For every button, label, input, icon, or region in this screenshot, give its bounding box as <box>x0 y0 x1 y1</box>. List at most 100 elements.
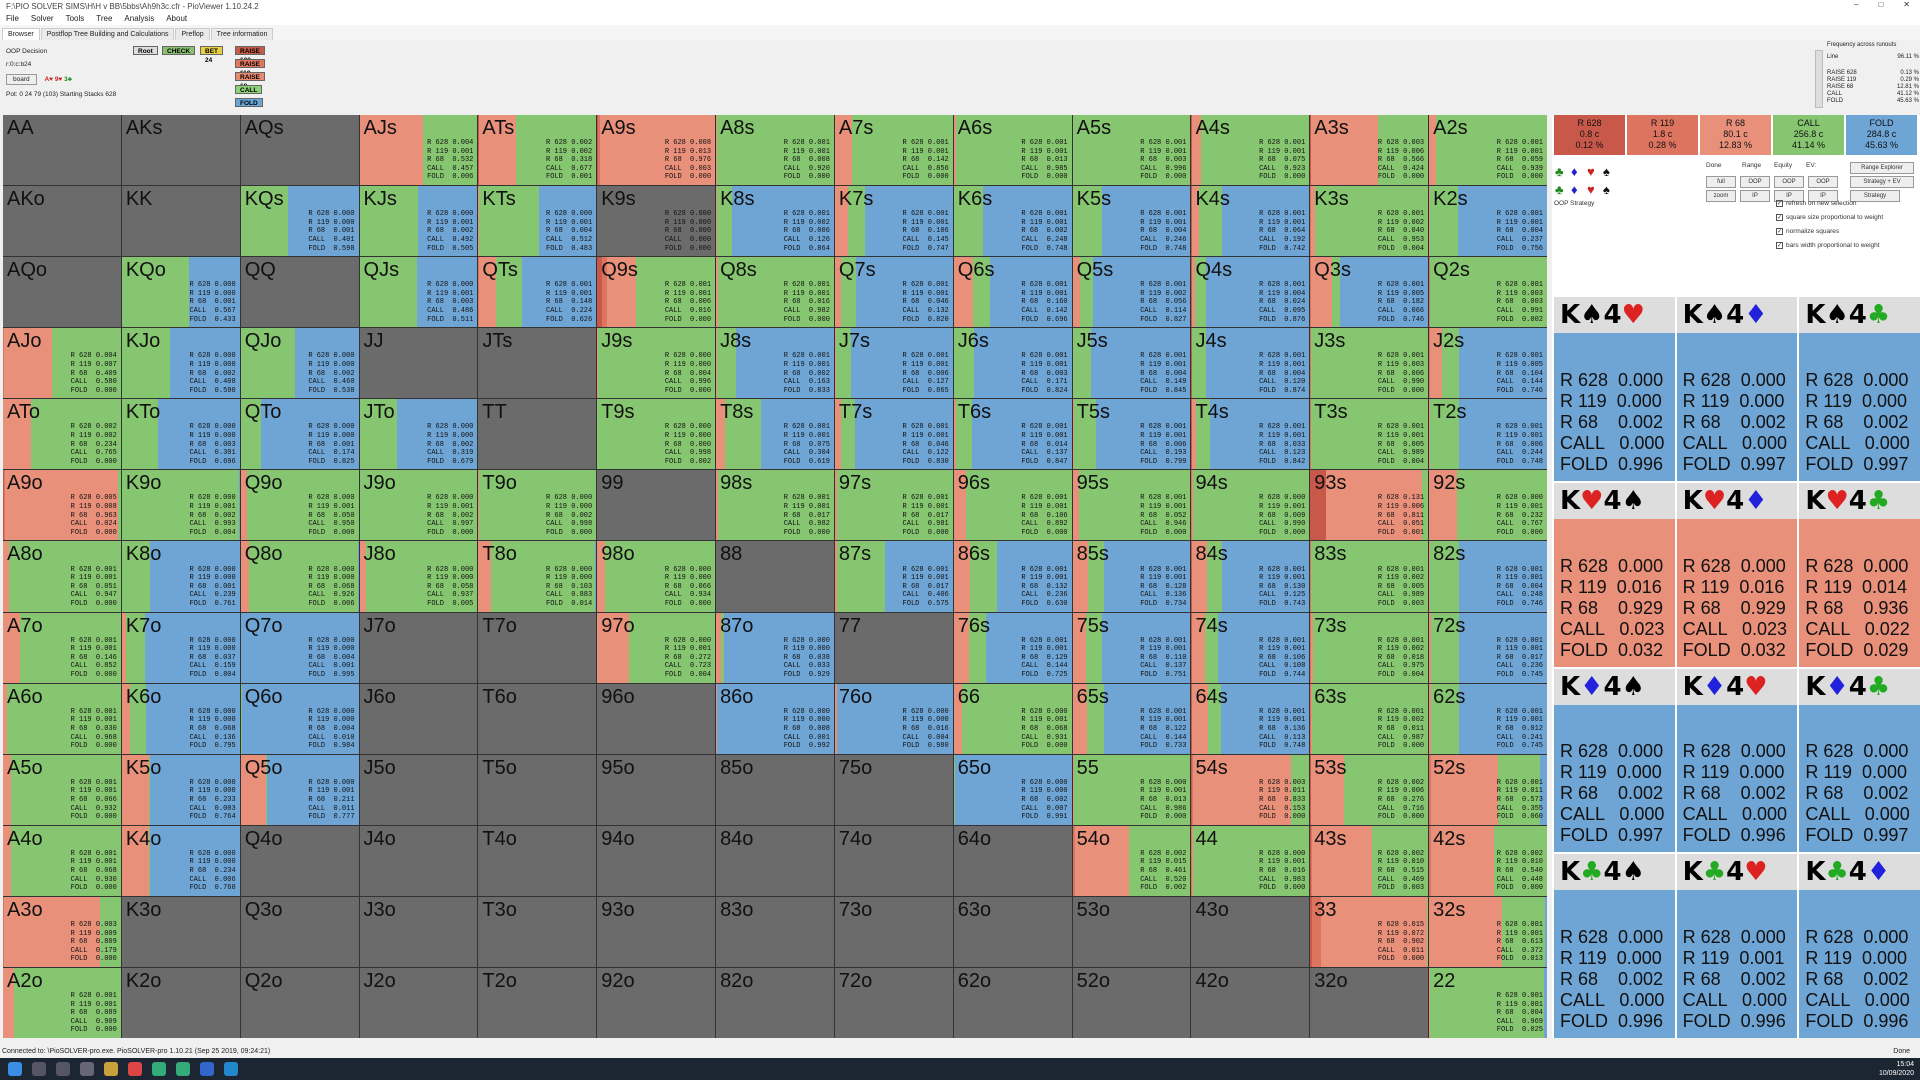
hand-cell[interactable]: Q8s R 628 0.001 R 119 0.001 R 68 0.016 CA… <box>716 257 834 328</box>
hand-cell[interactable]: 63o <box>953 896 1072 967</box>
combo-panel[interactable]: K♦4♣ R 628 0.000 R 119 0.000 R 68 0.002 C… <box>1799 668 1920 853</box>
hand-cell[interactable]: K9s R 628 0.000 R 119 0.000 R 68 0.000 CA… <box>597 186 716 257</box>
hand-cell[interactable]: K2o <box>121 967 240 1038</box>
hand-cell[interactable]: A9s R 628 0.008 R 119 0.013 R 68 0.976 CA… <box>597 115 716 186</box>
hand-cell[interactable]: KTo R 628 0.000 R 119 0.000 R 68 0.003 CA… <box>121 399 240 470</box>
hand-cell[interactable]: T6s R 628 0.001 R 119 0.001 R 68 0.014 CA… <box>953 399 1072 470</box>
hand-cell[interactable]: 74s R 628 0.001 R 119 0.001 R 68 0.106 CA… <box>1191 612 1310 683</box>
tree-node-fold[interactable]: FOLD <box>235 98 263 107</box>
hand-cell[interactable]: QTs R 628 0.001 R 119 0.001 R 68 0.148 CA… <box>478 257 597 328</box>
hand-cell[interactable]: 52s R 628 0.001 R 119 0.011 R 68 0.573 CA… <box>1429 754 1547 825</box>
tab-browser[interactable]: Browser <box>2 28 40 40</box>
hand-cell[interactable]: T2o <box>478 967 597 1038</box>
hand-cell[interactable]: 86s R 628 0.001 R 119 0.001 R 68 0.132 CA… <box>953 541 1072 612</box>
diamond-filter-icon[interactable]: ♦ <box>1571 164 1578 179</box>
hand-cell[interactable]: 85o <box>716 754 834 825</box>
hand-cell[interactable]: ATs R 628 0.002 R 119 0.002 R 68 0.318 CA… <box>478 115 597 186</box>
hand-cell[interactable]: 75o <box>834 754 953 825</box>
hand-cell[interactable]: K4s R 628 0.001 R 119 0.001 R 68 0.064 CA… <box>1191 186 1310 257</box>
hand-cell[interactable]: J8o R 628 0.000 R 119 0.000 R 68 0.058 CA… <box>359 541 478 612</box>
hand-cell[interactable]: KQo R 628 0.000 R 119 0.000 R 68 0.001 CA… <box>121 257 240 328</box>
range-ip-button[interactable]: IP <box>1740 190 1770 202</box>
hand-cell[interactable]: 63s R 628 0.001 R 119 0.002 R 68 0.011 CA… <box>1310 683 1429 754</box>
hand-cell[interactable]: 98o R 628 0.000 R 119 0.000 R 68 0.066 CA… <box>597 541 716 612</box>
combo-panel[interactable]: K♠4♥ R 628 0.000 R 119 0.000 R 68 0.002 C… <box>1554 297 1675 481</box>
hand-cell[interactable]: A3s R 628 0.003 R 119 0.006 R 68 0.566 CA… <box>1310 115 1429 186</box>
hand-cell[interactable]: A7s R 628 0.001 R 119 0.001 R 68 0.142 CA… <box>834 115 953 186</box>
hand-cell[interactable]: J9o R 628 0.000 R 119 0.001 R 68 0.002 CA… <box>359 470 478 541</box>
tree-node-raise-68[interactable]: RAISE 68 <box>235 72 265 90</box>
hand-cell[interactable]: K9o R 628 0.000 R 119 0.001 R 68 0.002 CA… <box>121 470 240 541</box>
hand-cell[interactable]: 72s R 628 0.001 R 119 0.001 R 68 0.017 CA… <box>1429 612 1547 683</box>
full-button[interactable]: full <box>1706 176 1736 188</box>
equity-ip-button[interactable]: IP <box>1774 190 1804 202</box>
hand-cell[interactable]: J7o <box>359 612 478 683</box>
hand-cell[interactable]: 98s R 628 0.001 R 119 0.001 R 68 0.017 CA… <box>716 470 834 541</box>
heart-filter-icon[interactable]: ♥ <box>1587 164 1595 179</box>
hand-cell[interactable]: Q3s R 628 0.001 R 119 0.005 R 68 0.182 CA… <box>1310 257 1429 328</box>
hand-cell[interactable]: 53o <box>1072 896 1191 967</box>
normalize-checkbox[interactable]: ✓ normalize squares <box>1776 228 1840 235</box>
hand-cell[interactable]: KTs R 628 0.000 R 119 0.001 R 68 0.004 CA… <box>478 186 597 257</box>
tree-node-call[interactable]: CALL <box>235 85 263 94</box>
hand-cell[interactable]: A3o R 628 0.003 R 119 0.009 R 68 0.809 CA… <box>3 896 121 967</box>
hand-cell[interactable]: 87s R 628 0.001 R 119 0.001 R 68 0.017 CA… <box>834 541 953 612</box>
square-size-checkbox[interactable]: ✓ square size proportional to weight <box>1776 214 1884 221</box>
combo-panel[interactable]: K♣4♠ R 628 0.000 R 119 0.000 R 68 0.002 C… <box>1554 854 1675 1038</box>
hand-cell[interactable]: K5o R 628 0.000 R 119 0.000 R 68 0.233 CA… <box>121 754 240 825</box>
combo-panel[interactable]: K♣4♥ R 628 0.000 R 119 0.001 R 68 0.002 C… <box>1676 854 1798 1038</box>
hand-cell[interactable]: J3s R 628 0.001 R 119 0.003 R 68 0.006 CA… <box>1310 328 1429 399</box>
pio-solver-icon[interactable] <box>152 1062 166 1076</box>
hand-cell[interactable]: K6s R 628 0.001 R 119 0.001 R 68 0.002 CA… <box>953 186 1072 257</box>
hand-cell[interactable]: Q5s R 628 0.001 R 119 0.002 R 68 0.056 CA… <box>1072 257 1191 328</box>
hand-cell[interactable]: QJs R 628 0.000 R 119 0.001 R 68 0.003 CA… <box>359 257 478 328</box>
hand-cell[interactable]: AKs <box>121 115 240 186</box>
menu-solver[interactable]: Solver <box>30 14 54 23</box>
hand-cell[interactable]: 74o <box>834 825 953 896</box>
hand-cell[interactable]: Q6o R 628 0.000 R 119 0.000 R 68 0.004 CA… <box>240 683 359 754</box>
hand-cell[interactable]: K8s R 628 0.001 R 119 0.002 R 68 0.006 CA… <box>716 186 834 257</box>
hand-cell[interactable]: K3o <box>121 896 240 967</box>
hand-cell[interactable]: KJo R 628 0.000 R 119 0.000 R 68 0.002 CA… <box>121 328 240 399</box>
hand-cell[interactable]: 73s R 628 0.001 R 119 0.002 R 68 0.018 CA… <box>1310 612 1429 683</box>
hand-cell[interactable]: Q8o R 628 0.000 R 119 0.000 R 68 0.068 CA… <box>240 541 359 612</box>
menu-tools[interactable]: Tools <box>65 14 85 23</box>
menu-analysis[interactable]: Analysis <box>124 14 155 23</box>
hand-cell[interactable]: Q9o R 628 0.000 R 119 0.001 R 68 0.050 CA… <box>240 470 359 541</box>
combo-panel[interactable]: K♥4♦ R 628 0.000 R 119 0.016 R 68 0.929 C… <box>1676 482 1798 667</box>
hand-cell[interactable]: T9o R 628 0.000 R 119 0.000 R 68 0.002 CA… <box>478 470 597 541</box>
action-summary-box[interactable]: R 119 1.8 c 0.28 % <box>1627 115 1698 155</box>
hand-cell[interactable]: T5o <box>478 754 597 825</box>
app-icon[interactable] <box>224 1062 238 1076</box>
hand-cell[interactable]: 86o R 628 0.000 R 119 0.000 R 68 0.008 CA… <box>716 683 834 754</box>
hand-cell[interactable]: J2o <box>359 967 478 1038</box>
hand-cell[interactable]: JTs <box>478 328 597 399</box>
hand-cell[interactable]: J5s R 628 0.001 R 119 0.001 R 68 0.004 CA… <box>1072 328 1191 399</box>
hand-cell[interactable]: Q3o <box>240 896 359 967</box>
ev-ip-button[interactable]: IP <box>1808 190 1838 202</box>
hand-cell[interactable]: A2s R 628 0.001 R 119 0.001 R 68 0.059 CA… <box>1429 115 1547 186</box>
hand-cell[interactable]: 32s R 628 0.001 R 119 0.001 R 68 0.613 CA… <box>1429 896 1547 967</box>
hand-cell[interactable]: 87o R 628 0.000 R 119 0.000 R 68 0.038 CA… <box>716 612 834 683</box>
spade-filter-icon[interactable]: ♠ <box>1603 164 1610 179</box>
club-filter-icon[interactable]: ♣ <box>1555 182 1564 197</box>
hand-cell[interactable]: 64s R 628 0.001 R 119 0.001 R 68 0.136 CA… <box>1191 683 1310 754</box>
hand-cell[interactable]: 84s R 628 0.001 R 119 0.001 R 68 0.130 CA… <box>1191 541 1310 612</box>
hand-cell[interactable]: 83o <box>716 896 834 967</box>
hand-cell[interactable]: Q6s R 628 0.001 R 119 0.001 R 68 0.160 CA… <box>953 257 1072 328</box>
hand-cell[interactable]: T4o <box>478 825 597 896</box>
hand-cell[interactable]: 76o R 628 0.000 R 119 0.000 R 68 0.016 CA… <box>834 683 953 754</box>
hand-cell[interactable]: 84o <box>716 825 834 896</box>
hand-cell[interactable]: A8o R 628 0.001 R 119 0.001 R 68 0.051 CA… <box>3 541 121 612</box>
hand-cell[interactable]: 93s R 628 0.131 R 119 0.006 R 68 0.811 CA… <box>1310 470 1429 541</box>
hand-cell[interactable]: Q2s R 628 0.001 R 119 0.003 R 68 0.003 CA… <box>1429 257 1547 328</box>
bars-width-checkbox[interactable]: ✓ bars width proportional to weight <box>1776 242 1880 249</box>
hand-cell[interactable]: J7s R 628 0.001 R 119 0.001 R 68 0.006 CA… <box>834 328 953 399</box>
hand-cell[interactable]: A2o R 628 0.001 R 119 0.001 R 68 0.089 CA… <box>3 967 121 1038</box>
tree-node-raise-628[interactable]: RAISE 628 <box>235 46 265 64</box>
hand-cell[interactable]: K6o R 628 0.000 R 119 0.000 R 68 0.068 CA… <box>121 683 240 754</box>
hand-cell[interactable]: A5s R 628 0.001 R 119 0.001 R 68 0.003 CA… <box>1072 115 1191 186</box>
hand-cell[interactable]: 85s R 628 0.001 R 119 0.001 R 68 0.128 CA… <box>1072 541 1191 612</box>
hand-cell[interactable]: T2s R 628 0.001 R 119 0.001 R 68 0.006 CA… <box>1429 399 1547 470</box>
hand-cell[interactable]: 62s R 628 0.001 R 119 0.001 R 68 0.012 CA… <box>1429 683 1547 754</box>
